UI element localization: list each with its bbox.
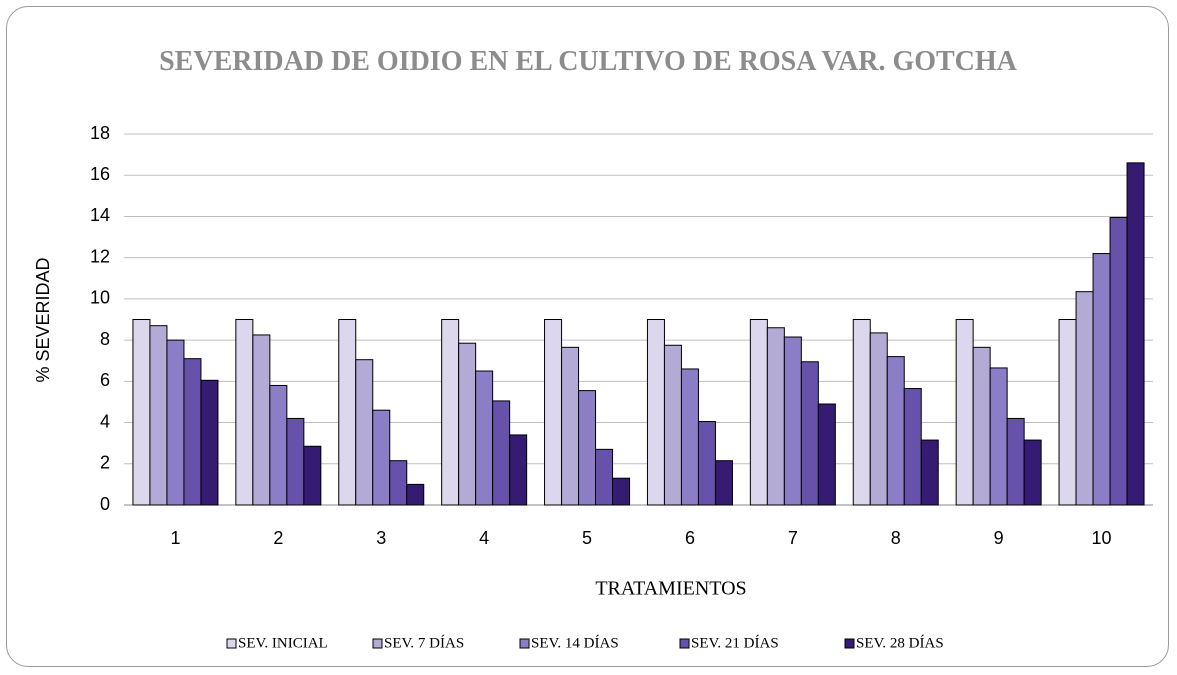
legend-label: SEV. 14 DÍAS xyxy=(531,634,619,651)
bar xyxy=(1075,291,1094,506)
bar xyxy=(869,332,888,506)
bar xyxy=(680,368,699,506)
bar xyxy=(166,339,185,506)
bar xyxy=(269,384,288,506)
bar xyxy=(1092,253,1111,506)
legend-label: SEV. 21 DÍAS xyxy=(691,634,779,651)
bar xyxy=(920,439,939,506)
bar xyxy=(749,319,768,506)
bar xyxy=(200,379,219,506)
bar xyxy=(1126,162,1145,506)
y-tick-label: 10 xyxy=(90,288,110,308)
x-tick-label: 2 xyxy=(273,528,283,548)
bar xyxy=(903,388,922,506)
bar xyxy=(578,390,597,506)
bar xyxy=(132,319,151,506)
bar xyxy=(612,477,631,506)
bar xyxy=(355,359,374,506)
legend-label: SEV. 28 DÍAS xyxy=(856,634,944,651)
y-tick-label: 6 xyxy=(100,370,110,390)
bar xyxy=(492,400,511,506)
chart-title: SEVERIDAD DE OIDIO EN EL CULTIVO DE ROSA… xyxy=(159,46,1017,77)
bar xyxy=(303,445,322,506)
bar xyxy=(286,417,305,506)
bar xyxy=(561,346,580,506)
bar xyxy=(955,319,974,506)
x-tick-label: 10 xyxy=(1092,528,1112,548)
x-tick-label: 3 xyxy=(376,528,386,548)
bar xyxy=(714,460,733,506)
legend-label: SEV. 7 DÍAS xyxy=(384,634,464,651)
bar xyxy=(595,448,614,506)
y-tick-label: 14 xyxy=(90,205,110,225)
y-tick-label: 12 xyxy=(90,246,110,266)
bar xyxy=(1109,216,1128,506)
bar xyxy=(1006,417,1025,506)
bar xyxy=(989,367,1008,506)
bar xyxy=(372,409,391,506)
bar xyxy=(235,319,254,506)
bar xyxy=(766,327,785,506)
legend-swatch xyxy=(226,638,237,649)
y-tick-label: 2 xyxy=(100,453,110,473)
x-tick-label: 5 xyxy=(582,528,592,548)
y-tick-label: 0 xyxy=(100,494,110,514)
bar xyxy=(886,356,905,506)
legend-label: SEV. INICIAL xyxy=(238,635,328,651)
bar xyxy=(646,319,665,506)
legend-swatch xyxy=(844,638,855,649)
y-tick-label: 8 xyxy=(100,329,110,349)
bar xyxy=(458,342,477,506)
bar xyxy=(389,460,408,506)
y-tick-label: 18 xyxy=(90,123,110,143)
legend-swatch xyxy=(519,638,530,649)
bar xyxy=(149,325,168,506)
x-tick-label: 4 xyxy=(479,528,489,548)
bar xyxy=(406,483,425,506)
x-tick-label: 8 xyxy=(891,528,901,548)
bar xyxy=(509,434,528,506)
x-tick-label: 6 xyxy=(685,528,695,548)
legend-swatch xyxy=(679,638,690,649)
bar xyxy=(183,358,202,506)
bar xyxy=(1058,319,1077,506)
bar xyxy=(800,361,819,506)
bar xyxy=(544,319,563,506)
bar xyxy=(817,403,836,506)
bar xyxy=(783,336,802,506)
bar xyxy=(475,370,494,506)
y-axis-title: % SEVERIDAD xyxy=(33,257,53,382)
bar xyxy=(1023,439,1042,506)
chart-frame xyxy=(6,6,1169,667)
y-tick-label: 16 xyxy=(90,164,110,184)
bar xyxy=(338,319,357,506)
bar xyxy=(252,334,271,506)
bar xyxy=(441,319,460,506)
bar xyxy=(663,344,682,506)
legend-swatch xyxy=(372,638,383,649)
x-tick-label: 9 xyxy=(994,528,1004,548)
bar xyxy=(972,346,991,506)
y-tick-label: 4 xyxy=(100,411,110,431)
bar xyxy=(697,421,716,506)
x-tick-label: 1 xyxy=(170,528,180,548)
x-axis-title: TRATAMIENTOS xyxy=(595,578,746,600)
bar xyxy=(852,319,871,506)
x-tick-label: 7 xyxy=(788,528,798,548)
